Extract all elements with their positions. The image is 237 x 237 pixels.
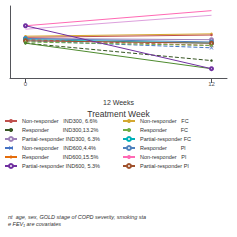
- svg-text:12 Weeks: 12 Weeks: [103, 99, 134, 106]
- svg-text:0: 0: [24, 81, 28, 87]
- svg-text:Non-responder FC: Non-responder FC: [140, 118, 189, 124]
- svg-text:Responder IND600,15.5%: Responder IND600,15.5%: [22, 154, 99, 160]
- svg-text:Responder Pl: Responder Pl: [140, 145, 186, 151]
- svg-text:Partial-responder IND600, 5.3%: Partial-responder IND600, 5.3%: [22, 163, 100, 169]
- svg-text:12: 12: [208, 81, 215, 87]
- svg-text:Non-responder IND300, 6.6%: Non-responder IND300, 6.6%: [22, 118, 98, 124]
- svg-text:e FEV₁ are covariates: e FEV₁ are covariates: [8, 221, 61, 227]
- svg-text:Non-responder IND600,4.4%: Non-responder IND600,4.4%: [22, 145, 96, 151]
- svg-text:Treatment Week: Treatment Week: [87, 109, 150, 119]
- svg-text:Responder FC: Responder FC: [140, 127, 188, 133]
- svg-text:nt age, sex, GOLD stage of CO: nt age, sex, GOLD stage of COPD severity…: [8, 214, 146, 220]
- svg-text:Non-responder Pl: Non-responder Pl: [140, 154, 186, 160]
- svg-text:Responder IND300,13.2%: Responder IND300,13.2%: [22, 127, 99, 133]
- svg-text:Partial-responder IND300, 6.3%: Partial-responder IND300, 6.3%: [22, 136, 100, 142]
- svg-text:Partial-responder FC: Partial-responder FC: [140, 136, 191, 142]
- svg-text:Partial-responder Pl: Partial-responder Pl: [140, 163, 189, 169]
